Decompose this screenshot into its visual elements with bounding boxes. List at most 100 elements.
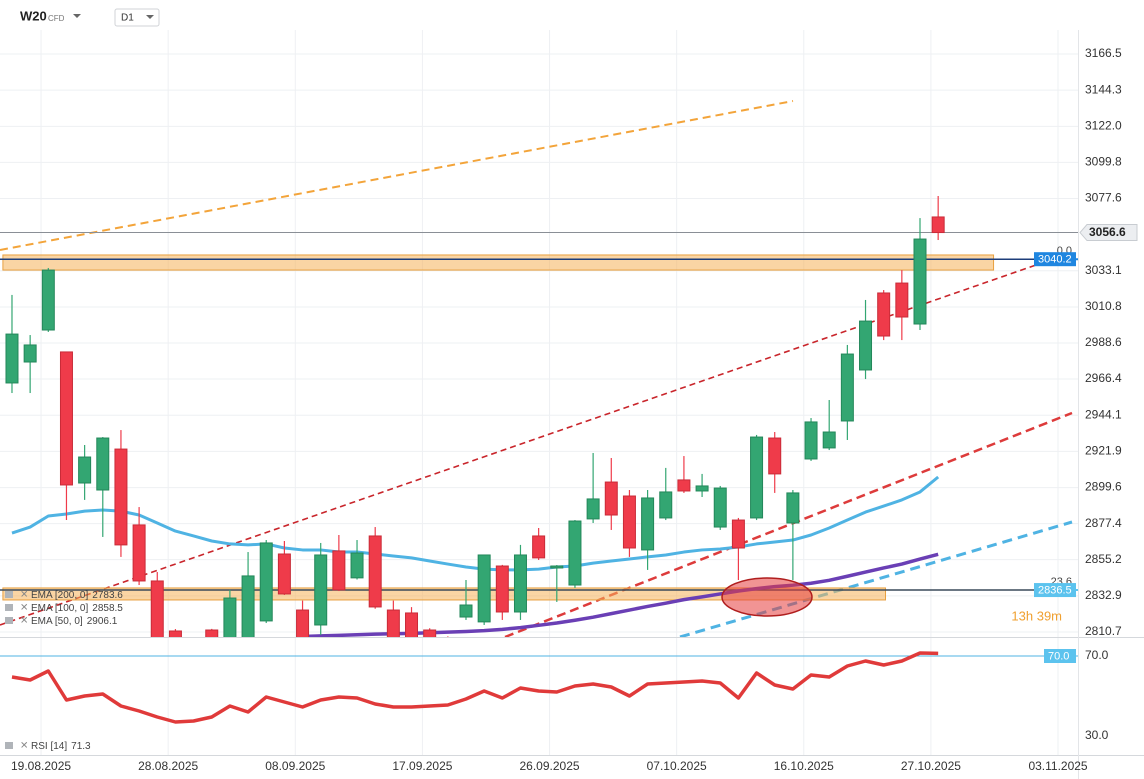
interval[interactable]: D1 [121,13,134,24]
rsi-legend: RSI [14] 71.3 [31,741,91,752]
legend-close[interactable]: ✕ [20,603,28,614]
y-tick-label: 2855.2 [1085,552,1122,566]
legend-icon[interactable] [5,617,13,624]
legend-value: 2858.5 [92,603,123,614]
candle-body [114,448,128,546]
trend-line [679,520,1073,637]
legend-value: 2783.6 [92,590,123,601]
legend-icon[interactable] [5,742,13,749]
legend-icon[interactable] [5,604,13,611]
y-tick-label: 2877.4 [1085,516,1122,530]
rsi-line [11,651,939,724]
candle-body [259,542,273,622]
labels: 3166.5 3144.3 3122.0 3099.8 3077.6 3033.1 3010… [5,46,1138,773]
candle-body [622,495,636,549]
level-label: 3040.2 [1038,254,1072,266]
legend-close[interactable]: ✕ [20,616,28,627]
x-tick-label: 08.09.2025 [265,759,325,773]
level-label-box [1034,583,1076,598]
candle-body [350,552,364,579]
legend-name: EMA [100, 0] [31,603,88,614]
candle-body [568,520,582,586]
candle-body [586,498,600,520]
rsi-level-label: 70.0 [1048,650,1069,662]
candle-body [23,344,37,363]
legend-close[interactable]: ✕ [20,590,28,601]
x-tick-label: 28.08.2025 [138,759,198,773]
legend-entry: EMA [100, 0] 2858.5 [31,603,123,614]
candle-body [641,497,655,551]
candle-body [840,353,854,422]
candle-body [132,524,146,582]
y-tick-label: 3122.0 [1085,118,1122,132]
candle-body [604,481,618,516]
symbol[interactable]: W20 [20,8,47,23]
candle-body [659,491,673,519]
candle-body [78,456,92,484]
candle-body [168,630,182,637]
candle-body [931,216,945,234]
y-tick-label: 2921.9 [1085,444,1122,458]
y-tick-label: 2988.6 [1085,335,1122,349]
interval-select[interactable] [114,8,160,27]
legend-close[interactable]: ✕ [20,741,28,752]
candle-body [296,609,310,637]
candle-body [804,421,818,460]
support-zone [2,254,995,271]
candle-body [188,649,200,681]
candle-body [386,609,400,637]
x-tick-label: 17.09.2025 [392,759,452,773]
legend-text: RSI [14] [31,741,67,752]
candle-body [532,535,546,559]
y-tick-label: 3010.8 [1085,299,1122,313]
rsi-level-box [1044,649,1076,663]
candle-body [277,553,291,595]
candle-body [241,575,255,637]
y-tick-label: 2899.6 [1085,480,1122,494]
main-pane [0,196,1078,681]
legend-text: 71.3 [71,741,91,752]
legend-name: EMA [50, 0] [31,616,83,627]
legend-icon[interactable] [5,591,13,598]
last-price-label: 3056.6 [1089,225,1126,239]
x-tick-label: 26.09.2025 [520,759,580,773]
y-tick-label: 3166.5 [1085,46,1122,60]
candle-body [41,269,55,331]
legend-name: EMA [200, 0] [31,590,88,601]
y-tick-label: 3033.1 [1085,263,1122,277]
legend-value: 2906.1 [87,616,118,627]
candle-body [677,479,691,492]
candle-body [550,565,564,569]
candle-body [895,282,909,318]
countdown: 13h 39m [1011,608,1062,623]
interval-dropdown[interactable] [146,15,154,19]
candle-body [859,320,873,371]
ema-line [11,475,940,572]
candle-body [731,519,745,549]
rsi-tick-label: 30.0 [1085,728,1109,742]
candle-body [332,550,346,591]
candle-body [150,580,164,637]
x-tick-label: 03.11.2025 [1028,759,1087,773]
last-price-box [1079,224,1138,242]
candle-body [223,597,237,637]
level-label-box [1034,252,1076,267]
candle-body [59,351,73,486]
candle-body [877,292,891,337]
y-tick-label: 2810.7 [1085,624,1122,638]
candle-body [459,604,473,618]
background [0,30,1078,755]
candle-body [713,487,727,528]
level-label: 2836.5 [1038,584,1072,596]
support-zone [2,587,887,601]
symbol-dropdown[interactable] [73,14,81,18]
trend-line [0,100,794,251]
y-tick-label: 3144.3 [1085,82,1122,96]
x-tick-label: 16.10.2025 [774,759,834,773]
candle-body [913,238,927,325]
candle-body [368,535,382,608]
candle-body [768,437,782,475]
candle-body [5,333,19,384]
candle-body [495,565,509,613]
